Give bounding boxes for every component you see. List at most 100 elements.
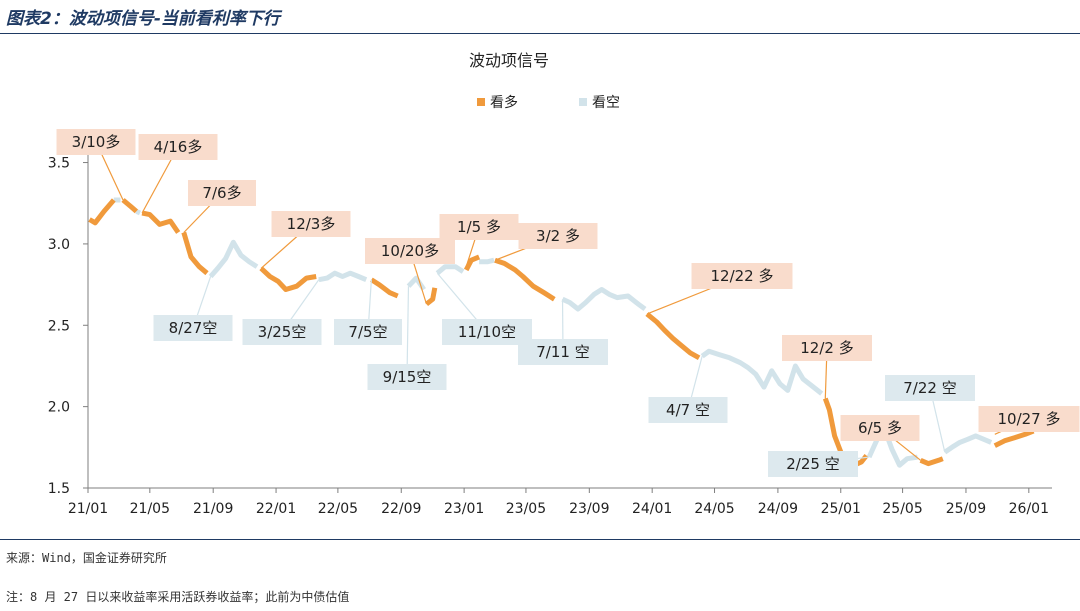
annotation-box [442,319,532,345]
annotation-bull: 10/27 多 [978,406,1080,435]
axes: 1.5 2.0 2.5 3.0 3.5 21/01 21/05 21/09 22/01 22/05… [48,130,1052,517]
legend-swatch-bear [579,98,587,106]
annotation-label: 4/16多 [154,138,203,156]
annotation-box [153,315,233,341]
series-segment-bull [993,428,1035,448]
x-tick-label: 21/05 [130,501,170,517]
y-tick-label: 3.0 [48,237,70,253]
series-segment-bull [370,277,399,299]
series-segment-bear [561,287,647,312]
x-tick-label: 22/09 [381,501,421,517]
annotation-label: 11/10空 [458,323,516,341]
series-segment-bull [259,266,317,292]
annotation-box [138,134,218,160]
chart-title: 波动项信号 [469,51,549,70]
annotation-label: 12/22 多 [711,267,774,285]
annotation-label: 7/6多 [202,184,241,202]
series-segment-bull [645,311,701,360]
annotation-bull: 3/10多 [56,129,136,201]
series-segment-bull [494,257,556,302]
annotation-label: 7/5空 [348,323,387,341]
legend: 看多 看空 [477,94,620,111]
annotation-label: 8/27空 [169,319,218,337]
annotation-box [691,263,793,289]
legend-swatch-bull [477,98,485,106]
annotation-box [978,406,1080,432]
x-tick-label: 23/05 [506,501,546,517]
annotation-label: 12/2 多 [800,339,853,357]
annotation-label: 3/10多 [72,133,121,151]
annotation-label: 4/7 空 [666,401,710,419]
annotation-bull: 1/5 多 [439,214,519,267]
series-segment-bull [424,287,438,307]
x-tick-label: 23/09 [569,501,609,517]
annotation-box [365,238,455,264]
series-segment-bull [919,456,944,467]
annotation-bear: 3/25空 [242,279,322,345]
annotation-bear: 8/27空 [153,276,233,341]
annotation-label: 2/25 空 [786,455,839,473]
annotation-box [188,180,256,206]
annotation-box [840,415,920,441]
series-layer [88,197,1035,470]
series-segment-bear [943,433,993,455]
annotation-bull: 3/2 多 [494,223,598,261]
y-tick-label: 3.5 [48,156,70,172]
annotation-bull: 10/20多 [365,238,455,305]
annotation-box [367,364,447,390]
x-tick-label: 25/01 [821,501,861,517]
annotation-box [768,451,858,477]
annotation-layer: 3/10多 4/16多 7/6多 8/27空 12/3多 3/25空 7/5空 9/15空 10… [56,129,1080,477]
annotation-bull: 6/5 多 [840,415,921,461]
x-tick-label: 26/01 [1009,501,1049,517]
series-segment-bear [318,270,368,283]
annotation-label: 9/15空 [383,368,432,386]
x-tick-label: 24/09 [758,501,798,517]
annotation-label: 12/3多 [287,215,336,233]
annotation-label: 10/20多 [381,242,439,260]
x-tick-label: 24/01 [632,501,672,517]
series-segment-bear [208,239,259,279]
annotation-bear: 7/11 空 [518,299,608,365]
annotation-label: 6/5 多 [858,419,902,437]
bottom-rule [0,539,1080,540]
annotation-label: 10/27 多 [998,410,1061,428]
annotation-bear: 4/7 空 [648,356,728,423]
series-segment-bear [866,423,918,468]
annotation-label: 1/5 多 [457,218,501,236]
top-rule [0,33,1080,34]
series-segment-bull [463,254,481,272]
x-tick-label: 21/01 [68,501,108,517]
x-tick-label: 23/01 [444,501,484,517]
series-segment-bull [88,198,116,226]
x-tick-label: 24/05 [694,501,734,517]
annotation-bear: 7/5空 [334,279,402,345]
legend-label-bull: 看多 [490,94,518,111]
annotation-box [648,397,728,423]
x-tick-label: 25/09 [946,501,986,517]
series-segment-bear [479,257,495,265]
y-tick-label: 1.5 [48,481,70,497]
series-segment-bear [700,348,824,396]
legend-label-bear: 看空 [592,95,620,111]
y-tick-label: 2.5 [48,318,70,334]
annotation-box [439,214,519,240]
annotation-box [518,223,598,249]
y-tick-label: 2.0 [48,400,70,416]
annotation-bull: 12/22 多 [646,263,793,315]
series-segment-bull [121,198,139,214]
annotation-label: 7/22 空 [903,379,956,397]
series-segment-bear [435,264,465,276]
annotation-box [334,319,402,345]
annotation-bear: 11/10空 [436,272,532,345]
annotation-bull: 12/3多 [260,211,351,269]
annotation-bull: 7/6多 [183,180,256,233]
series-segment-bull [181,231,209,276]
series-segment-bear [135,209,142,216]
annotation-label: 7/11 空 [536,343,589,361]
annotation-box [271,211,351,237]
yield-signal-chart: 波动项信号 看多 看空 1.5 2.0 2.5 3.0 3.5 21/01 21/05 21/… [48,51,1080,517]
annotation-box [242,319,322,345]
x-tick-label: 21/09 [193,501,233,517]
annotation-bull: 12/2 多 [782,335,872,399]
